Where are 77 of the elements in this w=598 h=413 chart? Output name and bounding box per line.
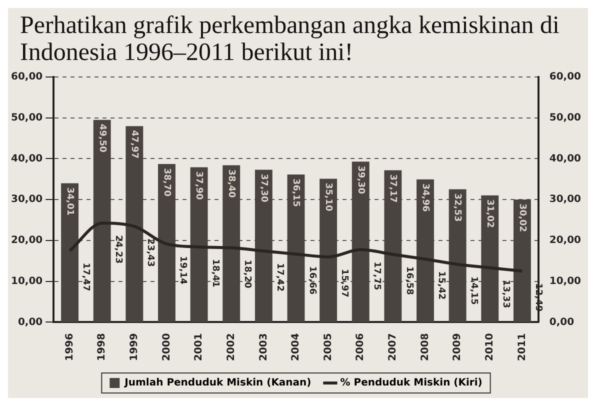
- y2-tick-label: 20,00: [549, 235, 582, 246]
- data-label: 31,02: [484, 199, 495, 228]
- data-label: 32,53: [452, 193, 462, 222]
- data-label: 39,30: [355, 166, 366, 194]
- data-label: 37,30: [258, 174, 268, 202]
- x-tick-label: 1996: [64, 333, 76, 362]
- bar: [287, 174, 305, 322]
- bar: [61, 183, 79, 322]
- y-tick-label: 40,00: [10, 153, 43, 164]
- bar: [254, 170, 272, 322]
- y-tick-label: 20,00: [10, 235, 43, 246]
- bar: [352, 162, 370, 322]
- x-tick-label: 2008: [420, 333, 431, 362]
- y2-tick-label: 0,00: [549, 316, 574, 328]
- x-tick-label: 2005: [322, 333, 334, 362]
- bar: [126, 126, 144, 322]
- y-tick-label: 0,00: [18, 316, 43, 328]
- data-label: 16,66: [306, 266, 317, 295]
- x-tick-label: 2000: [161, 333, 172, 362]
- bar: [158, 164, 176, 322]
- x-tick-label: 2003: [258, 333, 270, 362]
- data-label: 34,96: [420, 183, 430, 212]
- x-tick-label: 2009: [452, 333, 464, 362]
- bar: [448, 189, 466, 322]
- data-label: 13,33: [500, 280, 511, 308]
- y2-tick-label: 50,00: [549, 112, 582, 124]
- legend-label: % Penduduk Miskin (Kiri): [340, 378, 482, 389]
- data-label: 36,15: [290, 178, 301, 207]
- data-label: 24,23: [112, 235, 123, 264]
- bar: [416, 179, 434, 322]
- data-label: 12,49: [533, 283, 544, 312]
- data-label: 18,41: [210, 258, 220, 288]
- x-tick-label: 2002: [226, 333, 237, 362]
- y2-tick-label: 60,00: [549, 72, 582, 83]
- x-tick-label: 2004: [290, 333, 302, 362]
- y-tick-label: 10,00: [10, 276, 43, 287]
- data-label: 47,97: [129, 130, 140, 159]
- bar: [384, 170, 402, 322]
- x-tick-label: 2010: [484, 333, 496, 362]
- data-label: 19,14: [178, 256, 188, 284]
- bar: [93, 120, 111, 322]
- data-label: 38,40: [226, 169, 236, 198]
- data-label: 15,42: [436, 271, 446, 300]
- y-tick-label: 50,00: [10, 112, 43, 124]
- legend-label: Jumlah Penduduk Miskin (Kanan): [124, 378, 312, 389]
- data-label: 37,90: [194, 171, 204, 200]
- x-tick-label: 2006: [355, 333, 366, 362]
- bar: [513, 200, 531, 322]
- data-label: 17,75: [371, 262, 382, 290]
- chart-title: Perhatikan grafik perkembangan angka kemiskinan di Indonesia 1996–2011 berikut ini!: [19, 11, 560, 68]
- x-tick-label: 2011: [516, 333, 528, 362]
- data-label: 23,43: [145, 238, 156, 267]
- data-label: 49,50: [96, 124, 107, 152]
- x-tick-label: 2007: [388, 333, 399, 362]
- data-label: 17,47: [80, 262, 91, 292]
- x-tick-label: 1998: [96, 333, 108, 362]
- y2-tick-label: 10,00: [549, 276, 582, 287]
- data-label: 30,02: [516, 204, 527, 232]
- y-tick-label: 30,00: [10, 194, 43, 206]
- data-label: 38,70: [161, 168, 172, 197]
- y-tick-label: 60,00: [10, 72, 43, 83]
- data-label: 17,42: [274, 262, 284, 292]
- data-label: 37,17: [388, 174, 398, 203]
- data-label: 16,58: [404, 266, 414, 295]
- data-label: 14,15: [468, 276, 478, 305]
- data-label: 15,97: [339, 268, 350, 298]
- bar: [222, 165, 240, 322]
- bar: [320, 178, 338, 322]
- data-label: 35,10: [322, 182, 333, 212]
- data-label: 34,01: [64, 187, 74, 216]
- x-tick-label: 2001: [194, 333, 205, 362]
- bar: [481, 195, 499, 322]
- x-tick-label: 1999: [129, 333, 140, 362]
- data-label: 18,20: [242, 260, 252, 288]
- y2-tick-label: 40,00: [549, 153, 582, 164]
- y2-tick-label: 30,00: [549, 194, 582, 206]
- bar: [190, 167, 208, 322]
